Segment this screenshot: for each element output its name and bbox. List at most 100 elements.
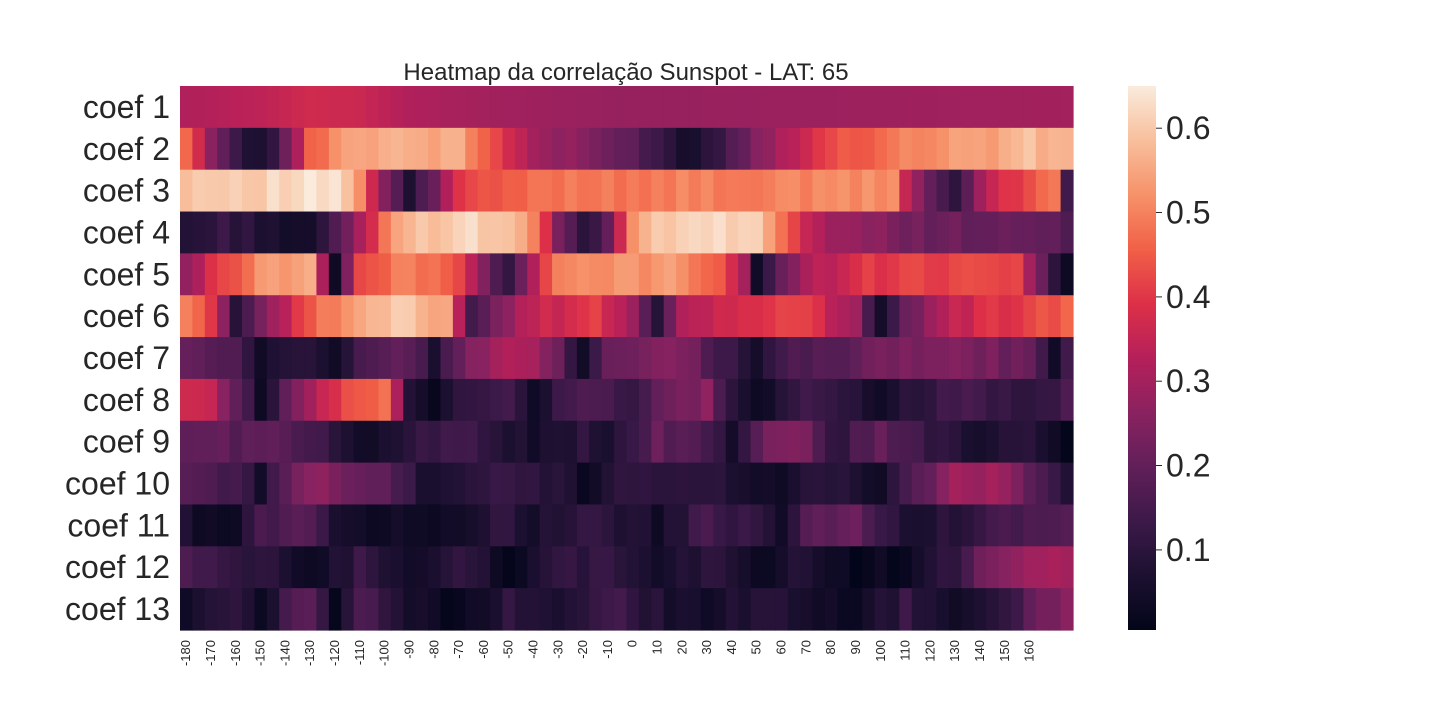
heatmap-cell <box>465 86 479 129</box>
heatmap-cell <box>1035 504 1049 547</box>
heatmap-cell <box>725 295 739 338</box>
x-tick-label: -130 <box>302 640 317 666</box>
heatmap-cell <box>291 504 305 547</box>
heatmap-cell <box>614 504 628 547</box>
heatmap-cell <box>589 462 603 506</box>
heatmap-cell <box>502 127 516 171</box>
heatmap-cell <box>180 127 193 171</box>
heatmap-cell <box>899 127 913 171</box>
heatmap-cell <box>180 504 193 547</box>
heatmap-cell <box>217 86 231 129</box>
heatmap-cell <box>242 127 256 171</box>
heatmap-cell <box>688 169 702 213</box>
heatmap-cell <box>899 211 913 254</box>
heatmap-cell <box>366 337 380 380</box>
heatmap-cell <box>911 546 925 589</box>
x-tick-label: -120 <box>327 640 342 666</box>
x-tick-label: -150 <box>253 640 268 666</box>
heatmap-cell <box>217 462 231 506</box>
heatmap-cell <box>874 504 888 547</box>
heatmap-cell <box>279 127 293 171</box>
heatmap-cell <box>899 295 913 338</box>
heatmap-cell <box>676 546 690 589</box>
heatmap-cell <box>291 546 305 589</box>
heatmap-cell <box>713 546 727 589</box>
heatmap-cell <box>948 211 962 254</box>
heatmap-cell <box>328 337 342 380</box>
heatmap-cell <box>366 127 380 171</box>
heatmap-cell <box>1010 86 1024 129</box>
heatmap-cell <box>576 462 590 506</box>
heatmap-cell <box>403 378 417 422</box>
heatmap-cell <box>316 337 330 380</box>
heatmap-cell <box>440 337 454 380</box>
heatmap-cell <box>1060 546 1074 589</box>
heatmap-cell <box>787 86 801 129</box>
heatmap-cell <box>502 504 516 547</box>
heatmap-cell <box>341 462 355 506</box>
heatmap-cell <box>837 378 851 422</box>
heatmap-cell <box>986 378 1000 422</box>
heatmap-cell <box>527 253 541 296</box>
heatmap-cell <box>800 588 814 631</box>
row-label: coef 6 <box>83 298 170 334</box>
heatmap-cell <box>514 127 528 171</box>
heatmap-cell <box>762 504 776 547</box>
heatmap-cell <box>800 211 814 254</box>
heatmap-cell <box>341 420 355 464</box>
heatmap-cell <box>663 546 677 589</box>
heatmap-cell <box>824 86 838 129</box>
heatmap-cell <box>676 169 690 213</box>
heatmap-cell <box>304 462 318 506</box>
heatmap-cell <box>452 462 466 506</box>
heatmap-cell <box>1023 337 1037 380</box>
heatmap-cell <box>986 211 1000 254</box>
heatmap-cell <box>936 588 950 631</box>
heatmap-cell <box>576 588 590 631</box>
heatmap-cell <box>638 86 652 129</box>
heatmap-cell <box>527 211 541 254</box>
heatmap-cell <box>217 253 231 296</box>
heatmap-cell <box>824 588 838 631</box>
heatmap-cell <box>886 127 900 171</box>
heatmap-cell <box>1048 337 1062 380</box>
heatmap-cell <box>725 86 739 129</box>
heatmap-cell <box>924 127 938 171</box>
heatmap-cell <box>738 253 752 296</box>
heatmap-cell <box>192 504 206 547</box>
heatmap-cell <box>217 504 231 547</box>
heatmap-cell <box>787 546 801 589</box>
heatmap-cell <box>1060 253 1074 296</box>
heatmap-cell <box>626 169 640 213</box>
heatmap-cell <box>242 504 256 547</box>
heatmap-cell <box>428 378 442 422</box>
heatmap-cell <box>886 378 900 422</box>
heatmap-cell <box>688 420 702 464</box>
heatmap-cell <box>824 127 838 171</box>
x-tick-label: 10 <box>650 640 665 654</box>
heatmap-cell <box>874 420 888 464</box>
heatmap-cell <box>254 86 268 129</box>
heatmap-cell <box>614 337 628 380</box>
heatmap-cell <box>390 504 404 547</box>
heatmap-cell <box>477 546 491 589</box>
heatmap-cell <box>1060 337 1074 380</box>
heatmap-cell <box>254 211 268 254</box>
heatmap-cell <box>775 504 789 547</box>
heatmap-cell <box>750 86 764 129</box>
heatmap-cell <box>415 86 429 129</box>
heatmap-cell <box>316 546 330 589</box>
heatmap-cell <box>973 588 987 631</box>
heatmap-cell <box>490 588 504 631</box>
heatmap-cell <box>180 378 193 422</box>
heatmap-cell <box>812 211 826 254</box>
heatmap-cell <box>279 420 293 464</box>
heatmap-cell <box>328 588 342 631</box>
heatmap-cell <box>440 86 454 129</box>
heatmap-cell <box>539 211 553 254</box>
heatmap-cell <box>440 169 454 213</box>
heatmap-cell <box>700 378 714 422</box>
heatmap-cell <box>341 588 355 631</box>
heatmap-cell <box>800 378 814 422</box>
